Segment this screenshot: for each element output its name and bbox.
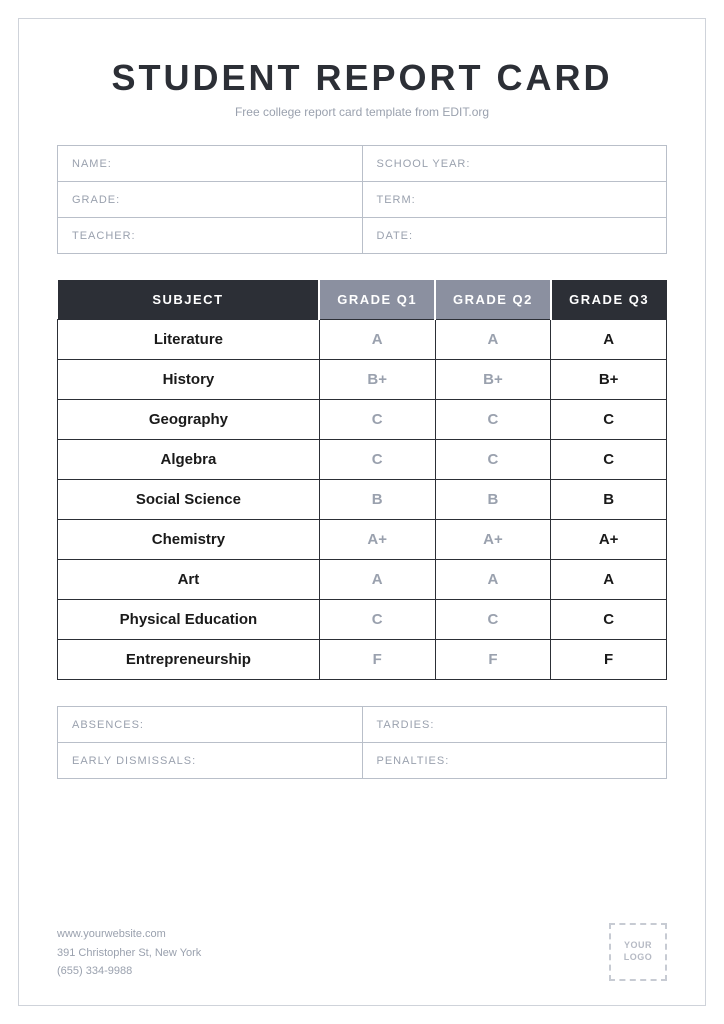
grade-q3-cell: A+ (551, 520, 667, 560)
grade-q2-cell: C (435, 600, 551, 640)
subject-cell: Social Science (58, 480, 320, 520)
grade-q2-cell: C (435, 400, 551, 440)
early-dismissals-label: EARLY DISMISSALS: (58, 743, 363, 779)
grade-q1-cell: A (319, 320, 435, 360)
grades-row: Physical EducationCCC (58, 600, 667, 640)
grades-row: Social ScienceBBB (58, 480, 667, 520)
grade-q2-cell: F (435, 640, 551, 680)
info-schoolyear-label: SCHOOL YEAR: (362, 146, 667, 182)
grade-q2-cell: A (435, 560, 551, 600)
grades-header-row: SUBJECT GRADE Q1 GRADE Q2 GRADE Q3 (58, 280, 667, 320)
grades-row: AlgebraCCC (58, 440, 667, 480)
page-title: STUDENT REPORT CARD (57, 57, 667, 99)
tardies-label: TARDIES: (362, 707, 667, 743)
grade-q3-cell: C (551, 400, 667, 440)
grade-q3-cell: F (551, 640, 667, 680)
grade-q3-cell: B (551, 480, 667, 520)
header-q1: GRADE Q1 (319, 280, 435, 320)
logo-placeholder: YOUR LOGO (609, 923, 667, 981)
attendance-table: ABSENCES: TARDIES: EARLY DISMISSALS: PEN… (57, 706, 667, 779)
grades-row: EntrepreneurshipFFF (58, 640, 667, 680)
grade-q2-cell: C (435, 440, 551, 480)
info-row: TEACHER: DATE: (58, 218, 667, 254)
info-grade-label: GRADE: (58, 182, 363, 218)
grade-q2-cell: A (435, 320, 551, 360)
grade-q3-cell: A (551, 560, 667, 600)
subject-cell: Geography (58, 400, 320, 440)
info-row: GRADE: TERM: (58, 182, 667, 218)
attendance-row: EARLY DISMISSALS: PENALTIES: (58, 743, 667, 779)
footer: www.yourwebsite.com 391 Christopher St, … (57, 893, 667, 981)
grades-row: ArtAAA (58, 560, 667, 600)
footer-website: www.yourwebsite.com (57, 925, 201, 944)
grade-q2-cell: A+ (435, 520, 551, 560)
footer-address: 391 Christopher St, New York (57, 944, 201, 963)
subject-cell: Chemistry (58, 520, 320, 560)
grade-q1-cell: F (319, 640, 435, 680)
student-info-table: NAME: SCHOOL YEAR: GRADE: TERM: TEACHER:… (57, 145, 667, 254)
header-q2: GRADE Q2 (435, 280, 551, 320)
grade-q1-cell: B (319, 480, 435, 520)
penalties-label: PENALTIES: (362, 743, 667, 779)
info-term-label: TERM: (362, 182, 667, 218)
info-name-label: NAME: (58, 146, 363, 182)
absences-label: ABSENCES: (58, 707, 363, 743)
grade-q2-cell: B (435, 480, 551, 520)
grade-q1-cell: B+ (319, 360, 435, 400)
grade-q3-cell: C (551, 440, 667, 480)
grade-q1-cell: C (319, 400, 435, 440)
grade-q1-cell: C (319, 600, 435, 640)
info-date-label: DATE: (362, 218, 667, 254)
subject-cell: History (58, 360, 320, 400)
info-teacher-label: TEACHER: (58, 218, 363, 254)
grade-q1-cell: A (319, 560, 435, 600)
grades-row: GeographyCCC (58, 400, 667, 440)
subject-cell: Algebra (58, 440, 320, 480)
attendance-row: ABSENCES: TARDIES: (58, 707, 667, 743)
grades-row: ChemistryA+A+A+ (58, 520, 667, 560)
grades-row: HistoryB+B+B+ (58, 360, 667, 400)
info-row: NAME: SCHOOL YEAR: (58, 146, 667, 182)
grade-q3-cell: A (551, 320, 667, 360)
grade-q1-cell: A+ (319, 520, 435, 560)
grade-q1-cell: C (319, 440, 435, 480)
grades-row: LiteratureAAA (58, 320, 667, 360)
footer-phone: (655) 334-9988 (57, 962, 201, 981)
logo-text: YOUR LOGO (611, 940, 665, 963)
contact-block: www.yourwebsite.com 391 Christopher St, … (57, 925, 201, 981)
grade-q3-cell: B+ (551, 360, 667, 400)
header-q3: GRADE Q3 (551, 280, 667, 320)
page-subtitle: Free college report card template from E… (57, 105, 667, 119)
grades-body: LiteratureAAAHistoryB+B+B+GeographyCCCAl… (58, 320, 667, 680)
subject-cell: Literature (58, 320, 320, 360)
report-card-page: STUDENT REPORT CARD Free college report … (18, 18, 706, 1006)
grade-q2-cell: B+ (435, 360, 551, 400)
subject-cell: Art (58, 560, 320, 600)
header-subject: SUBJECT (58, 280, 320, 320)
subject-cell: Entrepreneurship (58, 640, 320, 680)
grades-table: SUBJECT GRADE Q1 GRADE Q2 GRADE Q3 Liter… (57, 280, 667, 680)
subject-cell: Physical Education (58, 600, 320, 640)
grade-q3-cell: C (551, 600, 667, 640)
